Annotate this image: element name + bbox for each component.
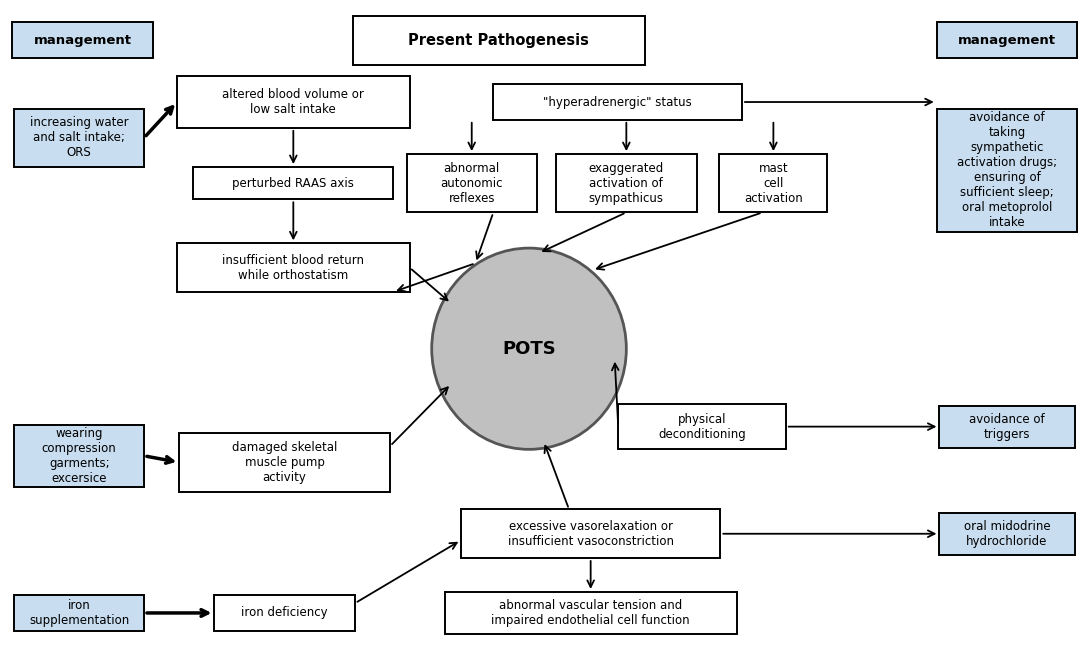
Text: management: management <box>958 34 1056 47</box>
FancyBboxPatch shape <box>14 595 144 630</box>
Text: Present Pathogenesis: Present Pathogenesis <box>409 33 590 48</box>
Text: iron
supplementation: iron supplementation <box>29 599 129 627</box>
FancyBboxPatch shape <box>406 154 537 213</box>
Text: excessive vasorelaxation or
insufficient vasoconstriction: excessive vasorelaxation or insufficient… <box>507 520 673 548</box>
FancyBboxPatch shape <box>461 509 721 558</box>
FancyBboxPatch shape <box>940 406 1074 448</box>
Text: damaged skeletal
muscle pump
activity: damaged skeletal muscle pump activity <box>232 441 337 484</box>
FancyBboxPatch shape <box>179 433 390 492</box>
Text: perturbed RAAS axis: perturbed RAAS axis <box>232 177 354 190</box>
Text: abnormal
autonomic
reflexes: abnormal autonomic reflexes <box>440 162 503 205</box>
FancyBboxPatch shape <box>940 512 1074 555</box>
Text: iron deficiency: iron deficiency <box>242 606 328 619</box>
FancyBboxPatch shape <box>937 22 1077 58</box>
Text: abnormal vascular tension and
impaired endothelial cell function: abnormal vascular tension and impaired e… <box>491 599 691 627</box>
Text: oral midodrine
hydrochloride: oral midodrine hydrochloride <box>964 520 1050 548</box>
Ellipse shape <box>431 248 627 449</box>
Text: mast
cell
activation: mast cell activation <box>744 162 803 205</box>
Text: altered blood volume or
low salt intake: altered blood volume or low salt intake <box>222 88 364 116</box>
FancyBboxPatch shape <box>352 16 645 65</box>
Text: increasing water
and salt intake;
ORS: increasing water and salt intake; ORS <box>30 116 129 159</box>
Text: exaggerated
activation of
sympathicus: exaggerated activation of sympathicus <box>589 162 664 205</box>
FancyBboxPatch shape <box>720 154 827 213</box>
Text: "hyperadrenergic" status: "hyperadrenergic" status <box>543 96 692 108</box>
FancyBboxPatch shape <box>556 154 697 213</box>
FancyBboxPatch shape <box>493 84 743 120</box>
Text: avoidance of
triggers: avoidance of triggers <box>969 413 1045 441</box>
FancyBboxPatch shape <box>177 76 410 128</box>
FancyBboxPatch shape <box>193 167 393 200</box>
Text: avoidance of
taking
sympathetic
activation drugs;
ensuring of
sufficient sleep;
: avoidance of taking sympathetic activati… <box>957 111 1057 230</box>
Text: physical
deconditioning: physical deconditioning <box>658 413 746 441</box>
FancyBboxPatch shape <box>12 22 153 58</box>
Text: POTS: POTS <box>502 340 556 358</box>
FancyBboxPatch shape <box>444 592 737 634</box>
FancyBboxPatch shape <box>177 243 410 292</box>
FancyBboxPatch shape <box>618 404 786 449</box>
Text: insufficient blood return
while orthostatism: insufficient blood return while orthosta… <box>222 254 364 282</box>
Text: management: management <box>34 34 131 47</box>
FancyBboxPatch shape <box>215 595 354 630</box>
Text: wearing
compression
garments;
excersice: wearing compression garments; excersice <box>42 427 117 485</box>
FancyBboxPatch shape <box>14 108 144 167</box>
FancyBboxPatch shape <box>14 425 144 486</box>
FancyBboxPatch shape <box>937 108 1077 232</box>
